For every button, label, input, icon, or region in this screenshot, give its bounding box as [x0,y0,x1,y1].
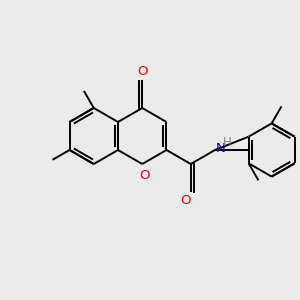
Text: O: O [137,65,148,78]
Text: H: H [223,136,232,149]
Text: O: O [139,169,149,182]
Text: O: O [181,194,191,207]
Text: N: N [216,142,226,155]
